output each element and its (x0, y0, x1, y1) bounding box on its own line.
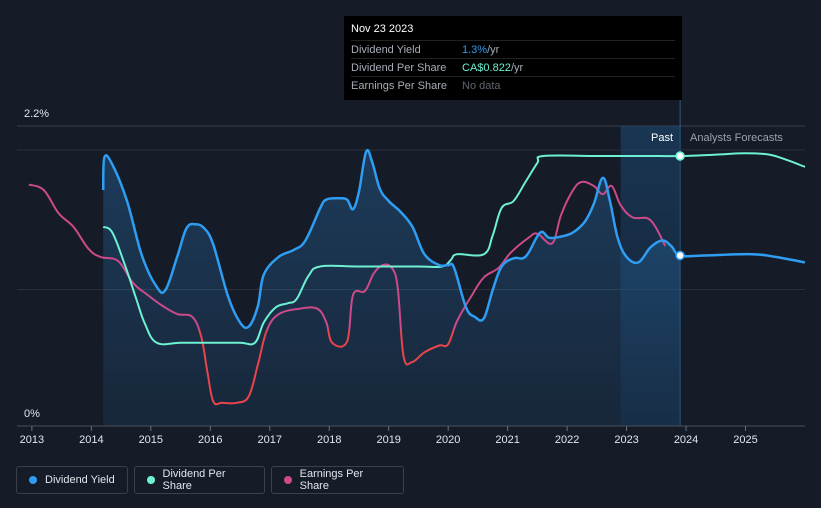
x-tick-label-2022: 2022 (555, 434, 579, 446)
legend-dot-eps (284, 476, 292, 484)
tooltip-row-eps: Earnings Per Share No data (351, 76, 675, 94)
x-tick-label-2018: 2018 (317, 434, 341, 446)
x-tick-label-2013: 2013 (20, 434, 44, 446)
tooltip-value-yield: 1.3% (462, 43, 488, 56)
tooltip: Nov 23 2023 Dividend Yield 1.3% /yr Divi… (344, 16, 682, 100)
tooltip-value-dps: CA$0.822 (462, 61, 511, 74)
x-tick-label-2020: 2020 (436, 434, 460, 446)
x-tick-label-2021: 2021 (495, 434, 519, 446)
tooltip-label-yield: Dividend Yield (351, 43, 421, 56)
dividend-per-share-marker (675, 151, 685, 161)
dividend-yield-area (103, 150, 681, 426)
x-tick-label-2023: 2023 (614, 434, 638, 446)
earnings-per-share-line (28, 180, 667, 330)
legend-dot-dps (147, 476, 155, 484)
legend-label-dps: Dividend Per Share (162, 468, 226, 492)
y-tick-zero: 0% (24, 408, 40, 420)
tooltip-date: Nov 23 2023 (351, 23, 414, 35)
x-tick-label-2019: 2019 (376, 434, 400, 446)
legend-dividend-per-share[interactable]: Dividend Per Share (134, 466, 265, 494)
legend-earnings-per-share[interactable]: Earnings Per Share (271, 466, 404, 494)
marker-layer (675, 151, 685, 261)
dividend-yield-marker (675, 250, 685, 261)
x-tick-label-2017: 2017 (258, 434, 282, 446)
legend-label-yield: Dividend Yield (45, 474, 115, 486)
tooltip-label-eps: Earnings Per Share (351, 79, 447, 92)
y-tick-top: 2.2% (24, 108, 50, 120)
tooltip-unit-yield: /yr (487, 43, 500, 56)
dividend-yield-line (101, 148, 806, 330)
legend-dot-yield (29, 476, 37, 484)
tooltip-row-dps: Dividend Per Share CA$0.822 /yr (351, 58, 675, 76)
tooltip-unit-dps: /yr (510, 61, 524, 74)
forecast-label: Analysts Forecasts (690, 132, 783, 144)
x-axis: 2013 2014 2015 2016 2017 2018 2019 2020 2021 2022… (17, 425, 805, 446)
tooltip-value-eps: No data (462, 79, 501, 92)
x-tick-label-2014: 2014 (79, 434, 103, 446)
legend-label-eps: Earnings Per Share (299, 468, 364, 492)
dividend-per-share-line (102, 152, 806, 346)
x-tick-label-2025: 2025 (733, 434, 757, 446)
tooltip-label-dps: Dividend Per Share (351, 61, 447, 74)
series-layer (28, 148, 806, 406)
x-tick-label-2015: 2015 (139, 434, 163, 446)
legend-dividend-yield[interactable]: Dividend Yield (16, 466, 128, 494)
x-tick-label-2024: 2024 (674, 434, 698, 446)
tooltip-row-yield: Dividend Yield 1.3% /yr (351, 40, 675, 58)
past-label: Past (651, 132, 674, 144)
x-tick-label-2016: 2016 (198, 434, 222, 446)
